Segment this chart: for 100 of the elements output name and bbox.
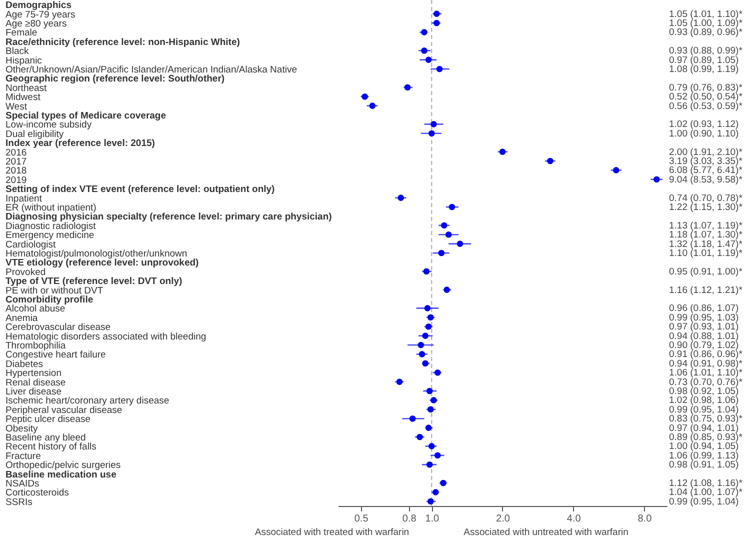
y-tick-label: Type of VTE (reference level: DVT only) <box>6 276 182 288</box>
y-tick-label: Orthopedic/pelvic surgeries <box>6 460 121 472</box>
y-tick-label: Hematologist/pulmonologist/other/unknown <box>6 248 188 260</box>
data-label: 1.00 (0.94, 1.05) <box>669 441 739 452</box>
y-tick-label: Setting of index VTE event (reference level: outpatient only) <box>6 184 275 196</box>
y-tick-label: 2016 <box>6 147 27 158</box>
y-tick-label: Hypertension <box>6 368 62 380</box>
y-tick-label: Baseline any bleed <box>6 432 86 444</box>
x-tick-label: 4.0 <box>566 514 582 524</box>
y-tick-label: Baseline medication use <box>6 469 116 480</box>
y-tick-label: Inpatient <box>6 193 42 204</box>
data-label: 0.98 (0.92, 1.05) <box>669 386 739 397</box>
y-tick-label: Obesity <box>6 423 38 434</box>
data-label: 0.97 (0.94, 1.01) <box>669 422 739 434</box>
data-label: 0.93 (0.88, 0.99)* <box>669 46 743 57</box>
data-label: 0.90 (0.79, 1.02) <box>669 340 739 351</box>
data-label: 0.91 (0.86, 0.96)* <box>669 349 743 360</box>
y-tick-label: Diagnostic radiologist <box>6 220 96 232</box>
data-label: 1.16 (1.12, 1.21)* <box>669 284 743 296</box>
y-tick-label: NSAIDs <box>6 478 40 490</box>
y-tick-label: Fracture <box>6 450 41 462</box>
y-tick-label: Thrombophilia <box>6 340 66 352</box>
data-label: 0.74 (0.70, 0.78)* <box>669 192 743 204</box>
data-label: 1.32 (1.18, 1.47)* <box>669 238 743 250</box>
y-tick-label: Peripheral vascular disease <box>6 404 122 416</box>
data-label: 1.10 (1.01, 1.19)* <box>669 248 743 259</box>
data-label: 0.94 (0.88, 1.01) <box>669 330 739 342</box>
y-tick-label: Liver disease <box>6 386 62 398</box>
data-label: 9.04 (8.53, 9.58)* <box>669 174 743 186</box>
data-label: 0.83 (0.75, 0.93)* <box>669 414 743 425</box>
data-label: 0.97 (0.93, 1.01) <box>669 322 739 333</box>
data-label: 0.73 (0.70, 0.76)* <box>669 376 743 388</box>
y-tick-label: Renal disease <box>6 377 66 388</box>
y-tick-label: Low-income subsidy <box>6 120 92 131</box>
x-tick-label: 0.5 <box>354 514 369 524</box>
data-label: 3.19 (3.03, 3.35)* <box>669 156 743 167</box>
y-tick-label: Dual eligibility <box>6 128 64 140</box>
y-tick-label: Geographic region (reference level: South/other) <box>6 74 225 85</box>
y-tick-label: Age 75-79 years <box>6 9 76 20</box>
y-tick-label: Black <box>6 46 29 58</box>
data-label: 0.99 (0.95, 1.03) <box>669 312 739 324</box>
data-label: 0.98 (0.91, 1.05) <box>669 460 739 471</box>
data-label: 6.08 (5.77, 6.41)* <box>669 165 743 176</box>
data-label: 0.52 (0.50, 0.54)* <box>669 92 743 103</box>
data-label: 1.06 (0.99, 1.13) <box>669 450 739 462</box>
data-label: 1.04 (1.00, 1.07)* <box>669 487 743 498</box>
data-label: 1.18 (1.07, 1.30)* <box>669 230 743 241</box>
y-tick-label: Provoked <box>6 266 46 278</box>
y-tick-label: Race/ethnicity (reference level: non-Hispanic White) <box>6 36 240 48</box>
y-tick-label: 2019 <box>6 174 27 186</box>
y-tick-label: Alcohol abuse <box>6 304 66 315</box>
y-tick-label: Female <box>6 28 38 39</box>
y-tick-label: VTE etiology (reference level: unprovoked) <box>6 258 199 269</box>
data-label: 1.08 (0.99, 1.19) <box>669 64 739 75</box>
y-tick-label: 2018 <box>6 166 27 177</box>
y-tick-label: 2017 <box>6 156 27 168</box>
y-tick-label: Hematologic disorders associated with bleeding <box>6 331 206 342</box>
y-tick-label: Congestive heart failure <box>6 350 106 361</box>
y-tick-label: Cardiologist <box>6 239 56 250</box>
x-tick-label: 8.0 <box>638 514 652 524</box>
data-label: 1.13 (1.07, 1.19)* <box>669 220 743 232</box>
x-tick-label: 0.8 <box>402 514 417 524</box>
y-tick-label: West <box>6 101 28 112</box>
y-tick-label: Other/Unknown/Asian/Pacific Islander/American Indian/Alaska Native <box>6 64 297 76</box>
data-label: 0.99 (0.95, 1.04) <box>669 496 739 508</box>
text: Associated with treated with warfarin <box>254 527 410 537</box>
y-tick-label: Hispanic <box>6 55 42 66</box>
data-label: 1.05 (1.01, 1.10)* <box>669 8 743 20</box>
data-label: 1.22 (1.15, 1.30)* <box>669 202 743 213</box>
y-tick-label: Northeast <box>6 82 48 94</box>
x-tick-label: 1.0 <box>425 514 440 524</box>
y-tick-label: Midwest <box>6 92 41 104</box>
data-label: 0.99 (0.95, 1.04) <box>669 404 739 416</box>
data-label: 1.02 (0.98, 1.06) <box>669 395 739 406</box>
y-tick-label: Special types of Medicare coverage <box>6 110 166 122</box>
y-tick-label: Diagnosing physician specialty (reference level: primary care physician) <box>6 212 332 223</box>
y-tick-label: Diabetes <box>6 358 44 370</box>
y-tick-label: ER (without inpatient) <box>6 202 96 214</box>
y-tick-label: Demographics <box>6 0 72 12</box>
data-label: 1.06 (1.01, 1.10)* <box>669 368 743 379</box>
y-tick-label: Comorbidity profile <box>6 294 94 306</box>
data-label: 0.56 (0.53, 0.59)* <box>669 100 743 112</box>
y-tick-label: Ischemic heart/coronary artery disease <box>6 396 170 407</box>
y-tick-label: Recent history of falls <box>6 442 97 453</box>
y-tick-label: Cerebrovascular disease <box>6 322 111 334</box>
data-label: 0.94 (0.91, 0.98)* <box>669 358 743 370</box>
data-label: 0.79 (0.76, 0.83)* <box>669 82 743 94</box>
y-tick-label: Corticosteroids <box>6 488 70 499</box>
data-label: 1.12 (1.08, 1.16)* <box>669 478 743 489</box>
y-tick-label: SSRIs <box>6 496 33 508</box>
text: Associated with untreated with warfarin <box>464 527 628 537</box>
y-tick-label: Anemia <box>6 312 38 324</box>
data-label: 0.93 (0.89, 0.96)* <box>669 27 743 38</box>
data-label: 1.05 (1.00, 1.09)* <box>669 18 743 29</box>
y-tick-label: PE with or without DVT <box>6 285 104 296</box>
y-tick-label: Age ≥80 years <box>6 18 67 30</box>
data-label: 0.96 (0.86, 1.07) <box>669 303 739 314</box>
data-label: 0.89 (0.85, 0.93)* <box>669 432 743 443</box>
data-label: 1.00 (0.90, 1.10) <box>669 128 739 140</box>
y-tick-label: Peptic ulcer disease <box>6 414 91 426</box>
